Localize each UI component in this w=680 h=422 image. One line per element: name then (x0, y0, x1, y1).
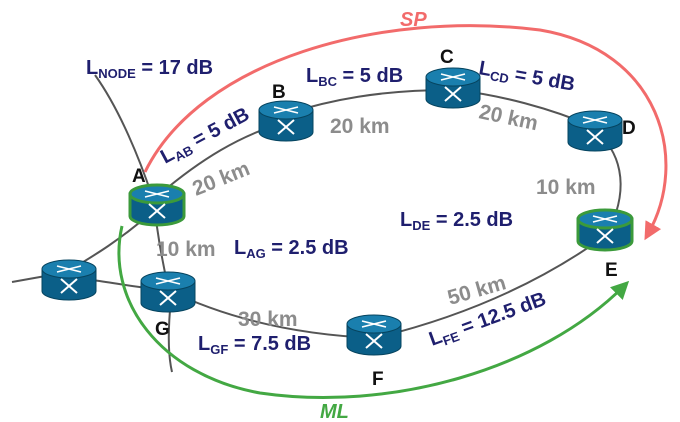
distance-label-gf: 30 km (238, 308, 298, 331)
node-label-f: F (372, 369, 384, 390)
router-ext-router-cylinder-icon (41, 259, 97, 301)
node-label-d: D (622, 118, 636, 139)
routers (41, 67, 634, 356)
distance-label-cd: 20 km (477, 100, 540, 135)
loss-label-bc: LBC = 5 dB (306, 65, 403, 89)
sp-path-arrow (143, 24, 668, 241)
router-f-router-cylinder-icon (346, 314, 402, 356)
ml-path-arrow (117, 225, 630, 399)
external-link-g-south (167, 309, 173, 373)
node-loss-label: LNODE = 17 dB (86, 57, 213, 81)
link-fe (374, 235, 606, 339)
node-label-e: E (605, 260, 618, 281)
loss-label-cd: LCD = 5 dB (477, 57, 577, 98)
router-a-router-cylinder-icon (128, 183, 186, 227)
router-b-router-cylinder-icon (258, 100, 314, 142)
loss-label-de: LDE = 2.5 dB (400, 209, 513, 233)
node-label-g: G (155, 319, 170, 340)
sp-path-label: SP (400, 9, 427, 31)
router-d-router-cylinder-icon (567, 110, 623, 152)
node-label-c: C (440, 47, 454, 68)
loss-label-gf: LGF = 7.5 dB (198, 333, 311, 357)
ml-path-label: ML (320, 401, 349, 422)
distance-label-bc: 20 km (330, 115, 390, 138)
node-label-b: B (272, 82, 286, 103)
node-label-a: A (132, 166, 146, 187)
distance-label-ag: 10 km (156, 238, 216, 261)
loss-label-ag: LAG = 2.5 dB (234, 237, 349, 261)
distance-label-de: 10 km (536, 176, 596, 199)
router-g-router-cylinder-icon (140, 271, 196, 313)
router-e-router-cylinder-icon (576, 208, 634, 252)
external-link-a-north (94, 74, 153, 197)
router-c-router-cylinder-icon (425, 67, 481, 109)
